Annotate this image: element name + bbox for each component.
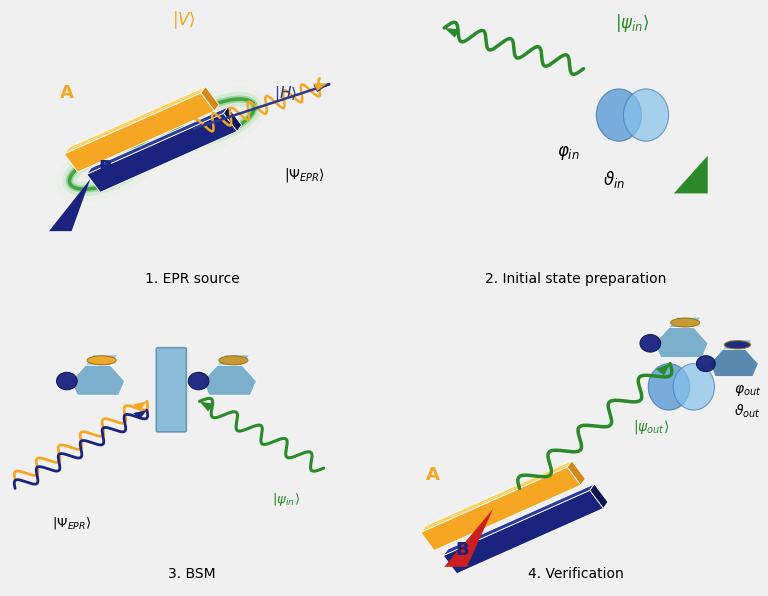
- Text: $|\Psi_{EPR}\rangle$: $|\Psi_{EPR}\rangle$: [52, 515, 91, 530]
- Polygon shape: [421, 467, 581, 551]
- Polygon shape: [87, 113, 237, 193]
- Polygon shape: [590, 484, 608, 508]
- Ellipse shape: [648, 364, 690, 410]
- Ellipse shape: [640, 334, 660, 352]
- Polygon shape: [655, 364, 670, 375]
- Polygon shape: [444, 28, 460, 38]
- Polygon shape: [568, 461, 585, 485]
- Polygon shape: [133, 401, 147, 411]
- Ellipse shape: [673, 364, 714, 410]
- Polygon shape: [443, 484, 594, 555]
- Ellipse shape: [596, 89, 641, 141]
- Text: 4. Verification: 4. Verification: [528, 567, 624, 581]
- Ellipse shape: [624, 89, 669, 141]
- Polygon shape: [133, 410, 147, 420]
- Ellipse shape: [219, 356, 248, 365]
- Ellipse shape: [697, 356, 715, 372]
- Polygon shape: [201, 86, 219, 111]
- Polygon shape: [64, 93, 214, 172]
- FancyBboxPatch shape: [156, 347, 187, 432]
- Polygon shape: [87, 107, 228, 174]
- Text: $\varphi_{in}$: $\varphi_{in}$: [557, 144, 580, 162]
- Polygon shape: [200, 401, 214, 411]
- Text: A: A: [60, 83, 74, 102]
- Polygon shape: [49, 179, 91, 231]
- Text: $\vartheta_{in}$: $\vartheta_{in}$: [603, 169, 624, 190]
- Ellipse shape: [724, 341, 750, 349]
- Text: $|\psi_{in}\rangle$: $|\psi_{in}\rangle$: [272, 491, 300, 508]
- Text: A: A: [425, 465, 439, 484]
- Polygon shape: [313, 85, 327, 92]
- Polygon shape: [710, 349, 759, 377]
- Polygon shape: [421, 461, 572, 532]
- Text: $|\psi_{in}\rangle$: $|\psi_{in}\rangle$: [615, 12, 650, 34]
- Text: $\vartheta_{out}$: $\vartheta_{out}$: [734, 403, 761, 420]
- Text: $|V\rangle$: $|V\rangle$: [173, 9, 197, 31]
- Polygon shape: [64, 86, 206, 154]
- Text: 2. Initial state preparation: 2. Initial state preparation: [485, 272, 667, 286]
- Polygon shape: [654, 327, 708, 358]
- Text: B: B: [98, 159, 111, 177]
- Ellipse shape: [57, 372, 78, 390]
- Polygon shape: [217, 355, 250, 365]
- Ellipse shape: [670, 318, 700, 327]
- Text: $|H\rangle$: $|H\rangle$: [274, 83, 298, 104]
- Polygon shape: [669, 317, 701, 327]
- Polygon shape: [674, 156, 708, 194]
- Polygon shape: [71, 365, 125, 395]
- Text: $|\psi_{out}\rangle$: $|\psi_{out}\rangle$: [633, 418, 670, 436]
- Polygon shape: [223, 107, 242, 131]
- Text: 3. BSM: 3. BSM: [168, 567, 216, 581]
- Ellipse shape: [87, 356, 116, 365]
- Text: B: B: [455, 541, 469, 559]
- Polygon shape: [444, 509, 493, 567]
- Polygon shape: [723, 340, 752, 349]
- Text: $|\Psi_{EPR}\rangle$: $|\Psi_{EPR}\rangle$: [284, 166, 326, 184]
- Ellipse shape: [188, 372, 209, 390]
- Text: 1. EPR source: 1. EPR source: [144, 272, 240, 286]
- Text: $\varphi_{out}$: $\varphi_{out}$: [734, 383, 761, 398]
- Polygon shape: [203, 365, 257, 395]
- Polygon shape: [313, 83, 327, 91]
- Polygon shape: [443, 491, 604, 574]
- Polygon shape: [85, 355, 118, 365]
